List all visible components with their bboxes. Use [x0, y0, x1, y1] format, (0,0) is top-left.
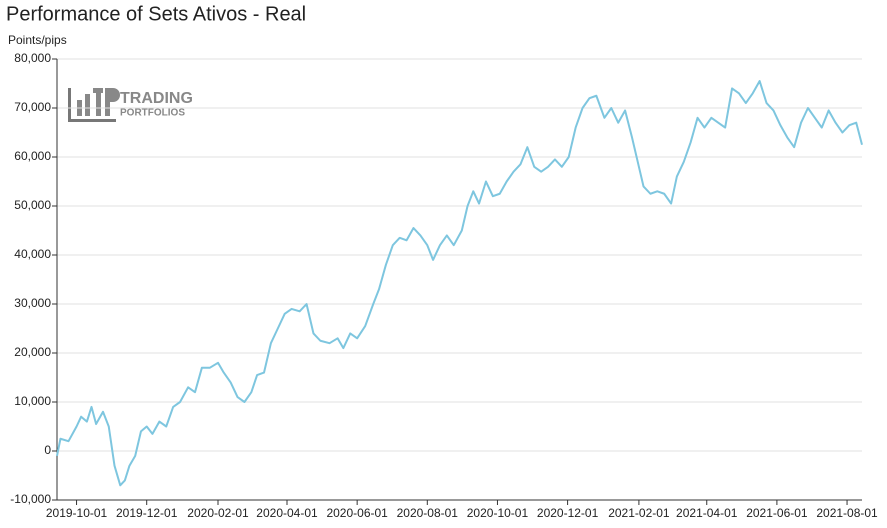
y-tick-label: 20,000	[14, 345, 51, 359]
logo-bar	[68, 119, 116, 122]
y-axis-label: Points/pips	[8, 33, 67, 47]
x-tick-label: 2020-04-01	[256, 506, 318, 520]
y-tick-label: 40,000	[14, 247, 51, 261]
x-tick-label: 2020-12-01	[537, 506, 599, 520]
x-tick-label: 2019-10-01	[46, 506, 108, 520]
x-tick-label: 2019-12-01	[116, 506, 178, 520]
x-tick-label: 2021-02-01	[608, 506, 670, 520]
y-tick-label: 80,000	[14, 51, 51, 65]
logo-text: TRADING	[120, 90, 193, 107]
x-tick-label: 2021-06-01	[746, 506, 808, 520]
x-tick-label: 2020-02-01	[187, 506, 249, 520]
logo-bar	[68, 88, 71, 122]
x-tick-label: 2021-08-01	[816, 506, 878, 520]
logo: TRADING PORTFOLIOS	[68, 88, 193, 122]
y-tick-label: -10,000	[10, 492, 51, 506]
y-tick-label: 30,000	[14, 296, 51, 310]
y-tick-label: 60,000	[14, 149, 51, 163]
x-tick-label: 2020-10-01	[467, 506, 529, 520]
y-tick-label: 50,000	[14, 198, 51, 212]
logo-bar	[85, 94, 90, 116]
y-tick-label: 10,000	[14, 394, 51, 408]
x-tick-label: 2021-04-01	[676, 506, 738, 520]
logo-bar	[96, 88, 101, 116]
x-tick-label: 2020-08-01	[397, 506, 459, 520]
logo-p	[105, 88, 120, 116]
data-line	[56, 80, 863, 487]
y-tick-label: 70,000	[14, 100, 51, 114]
logo-text: PORTFOLIOS	[120, 108, 185, 119]
y-tick-label: 0	[44, 443, 51, 457]
x-tick-label: 2020-06-01	[326, 506, 388, 520]
chart-title: Performance of Sets Ativos - Real	[6, 3, 306, 25]
